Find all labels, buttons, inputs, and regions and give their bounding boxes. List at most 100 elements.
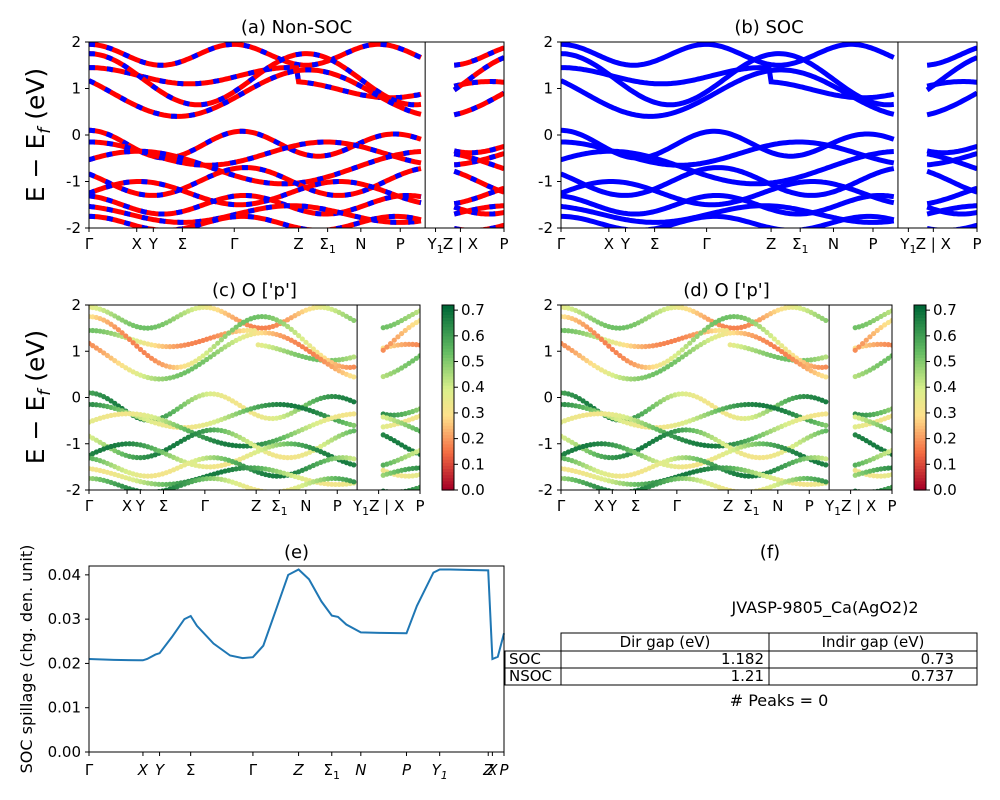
band-point [167,344,173,350]
band-point [336,455,342,461]
colorbar-segment [442,394,454,399]
x-tick-label: N [355,235,366,253]
colorbar-segment [914,453,926,457]
band-line-dash [89,203,504,225]
x-tick-label: X [132,235,142,253]
band-point [299,336,305,342]
colorbar-segment [442,416,454,420]
colorbar-segment [914,305,926,309]
colorbar-segment [442,351,454,355]
colorbar-segment [442,363,454,368]
band-point [764,329,770,335]
colorbar-segment [442,385,454,389]
band-point [731,330,737,336]
band-point [163,481,169,488]
band-line [561,67,977,119]
colorbar-tick-label: 0.3 [461,404,485,422]
colorbar-segment [442,320,454,325]
band-point [141,325,147,331]
colorbar-tick-label: 0.0 [933,481,957,499]
band-point [775,346,781,352]
colorbar-segment [442,449,454,454]
band-line-dash [89,67,504,119]
y-tick-label: -2 [538,481,553,499]
colorbar-segment [442,412,454,417]
band-point [229,327,236,333]
band-point [259,330,265,336]
band-point [406,360,412,366]
colorbar-segment [442,382,454,386]
band-point [775,339,781,345]
band-point [351,354,357,360]
band-point [760,326,766,332]
band-point [584,400,590,406]
colorbar-segment [914,406,926,411]
band-point [757,441,763,447]
band-point [406,473,412,479]
band-point [134,488,140,490]
band-point [878,473,884,479]
band-point [207,475,213,482]
y-axis-label-e: SOC spillage (chg. den. unit) [17,545,36,774]
band-line [561,148,977,187]
band-point [218,337,224,343]
colorbar-segment [914,375,926,380]
band-point [620,355,627,361]
band-point [863,412,869,418]
band-point [642,408,649,415]
band-point [285,441,291,447]
band-point [613,349,619,356]
band-point [716,443,722,449]
band-point [178,404,184,410]
band-point [417,406,420,412]
band-point [211,427,217,433]
band-point [332,481,339,488]
x-tick-label: X [137,761,149,779]
band-point [108,398,114,404]
x-tick-label: Z [723,497,733,515]
band-point [712,328,719,334]
band-point [889,413,892,419]
y-label-unit: (eV) [21,330,50,390]
band-point [609,455,616,461]
band-point [749,401,755,408]
band-point [402,473,408,479]
colorbar-tick-label: 0.6 [461,327,485,345]
x-tick-label: Z | X [443,235,478,253]
x-tick-label: Y1 [899,235,916,256]
band-point [134,454,140,461]
panel-c-o-p-projection: -2 -1 0 1 2 Γ X Y Σ Γ Z Σ1 N P Y1Z | X P (c) O ['p'] 0.0 0… [66,280,485,518]
colorbar-segment [914,388,926,392]
colorbar-segment [914,403,926,408]
band-point [336,481,342,488]
band-point [823,462,829,468]
band-point [676,350,682,356]
band-point [108,355,114,361]
band-line-dash [89,165,504,198]
band-point [402,341,408,347]
colorbar-frame [913,304,927,491]
y-tick-label: 0.03 [48,610,81,628]
colorbar-segment [442,360,454,365]
y-tick-label: 2 [71,33,81,51]
band-point [878,324,884,331]
colorbar-segment [442,483,454,488]
band-point [804,481,811,488]
band-point [387,340,394,347]
band-point [716,327,722,334]
band-point [314,305,320,311]
band-point [417,484,420,490]
colorbar-segment [442,379,454,383]
band-point [207,464,213,470]
band-point [417,317,420,324]
band-point [624,376,630,382]
y-tick-label: 2 [71,296,81,314]
band-point [281,454,287,460]
band-point [399,330,405,337]
table-row-soc-indir: 0.73 [921,650,954,668]
band-point [815,364,822,370]
band-point [240,465,247,471]
band-point [628,376,634,382]
band-point [701,327,708,333]
x-tick-label: Y1 [426,235,443,256]
